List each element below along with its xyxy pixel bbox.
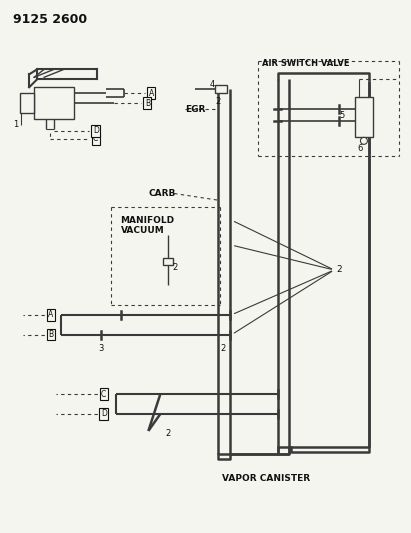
Text: 1: 1 — [13, 120, 18, 130]
Circle shape — [360, 138, 367, 144]
Text: 2: 2 — [220, 344, 225, 353]
Text: MANIFOLD
VACUUM: MANIFOLD VACUUM — [120, 215, 175, 235]
Bar — [163, 258, 173, 265]
Text: 3: 3 — [99, 344, 104, 353]
Bar — [215, 85, 227, 93]
Text: 2: 2 — [165, 430, 171, 438]
Text: D: D — [101, 409, 106, 418]
Text: 2: 2 — [172, 263, 178, 272]
Text: C: C — [93, 134, 98, 143]
Text: AIR SWITCH VALVE: AIR SWITCH VALVE — [262, 59, 349, 68]
Text: VAPOR CANISTER: VAPOR CANISTER — [222, 474, 310, 483]
Bar — [355, 97, 373, 137]
Text: C: C — [101, 390, 106, 399]
Text: 6: 6 — [357, 144, 363, 154]
Text: 2: 2 — [336, 265, 342, 274]
Text: EGR: EGR — [185, 104, 206, 114]
Text: 4: 4 — [210, 80, 215, 88]
Text: A: A — [149, 88, 154, 98]
Text: D: D — [93, 126, 99, 135]
Bar — [20, 93, 34, 113]
Text: CARB: CARB — [148, 189, 176, 198]
Text: B: B — [145, 99, 150, 108]
Text: 5: 5 — [339, 110, 344, 119]
Text: 9125 2600: 9125 2600 — [13, 13, 88, 26]
Bar — [34, 87, 74, 119]
Text: 2: 2 — [215, 96, 220, 106]
Text: B: B — [48, 330, 53, 339]
Text: A: A — [48, 310, 54, 319]
